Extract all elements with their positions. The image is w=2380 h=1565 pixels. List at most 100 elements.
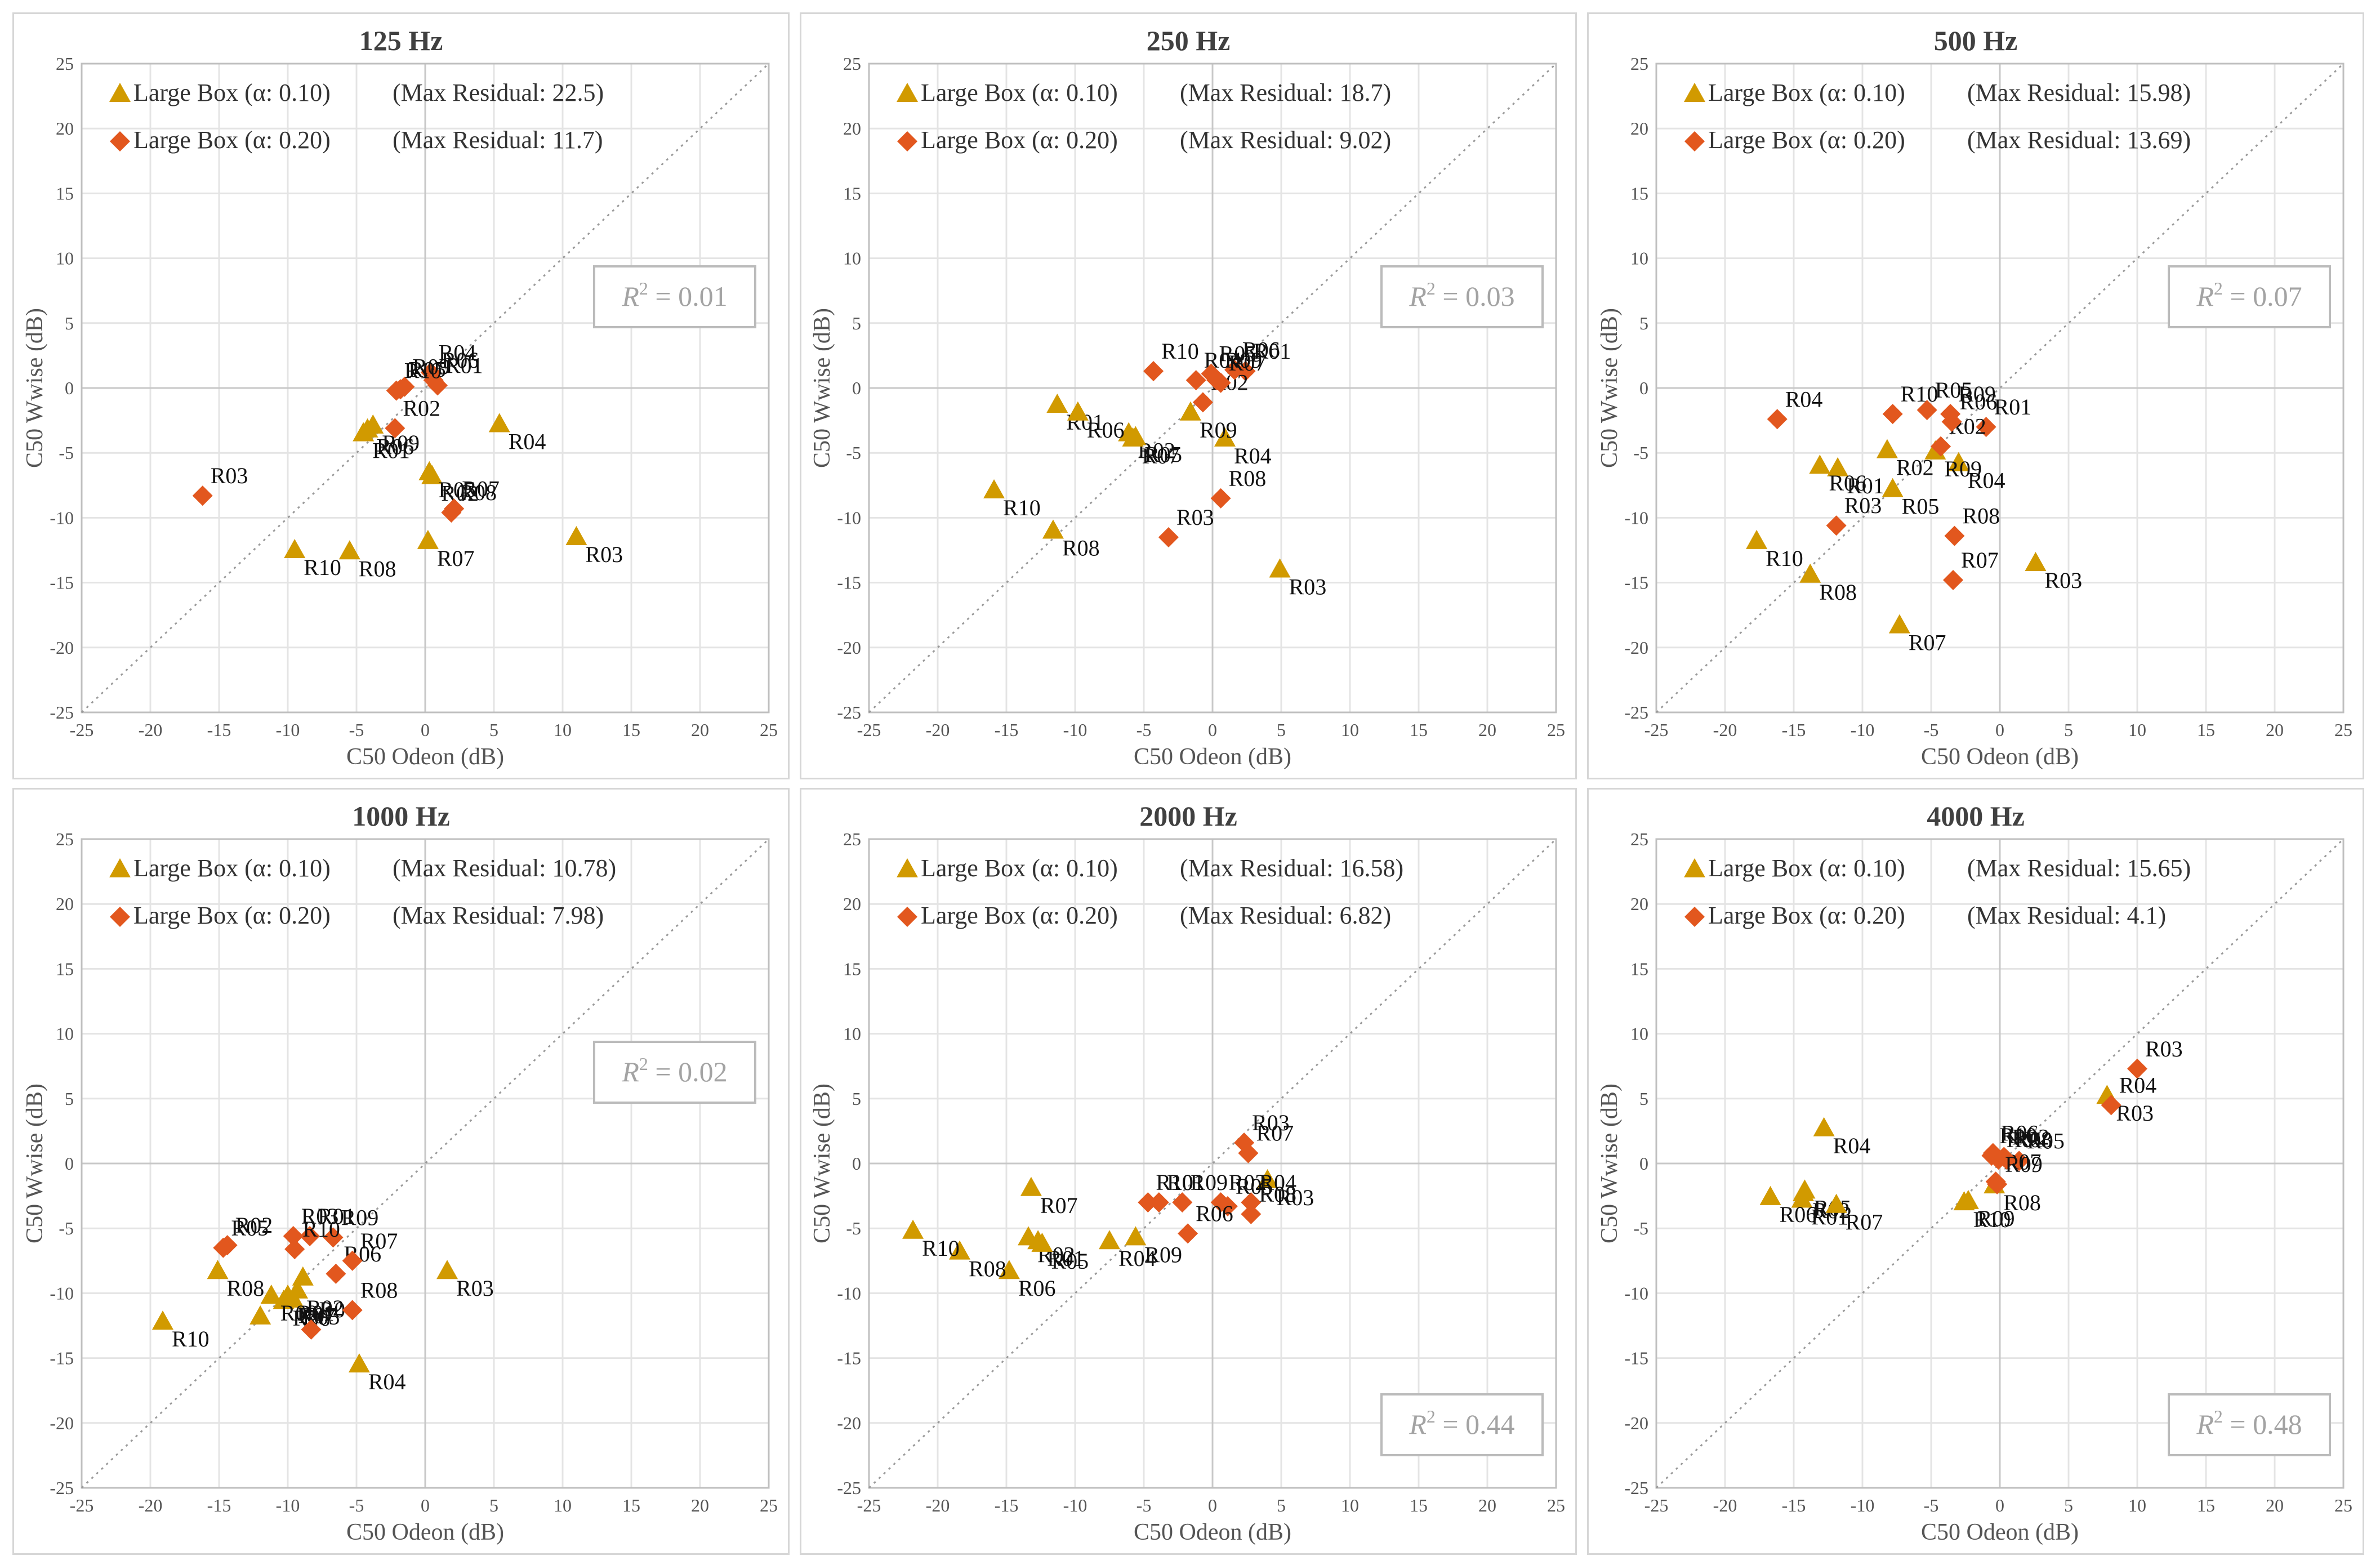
point-label: R10: [302, 1216, 340, 1242]
y-axis-label: C50 Wwise (dB): [809, 308, 835, 468]
point-label: R09: [1977, 1206, 2015, 1231]
y-tick-label: 10: [56, 1024, 74, 1044]
r-squared-box: [1380, 1393, 1544, 1456]
data-point: [1179, 401, 1201, 421]
data-point: [151, 1310, 173, 1330]
data-point: [1943, 569, 1964, 590]
data-point: [207, 1260, 229, 1279]
legend-triangle-icon: [109, 858, 131, 877]
data-point: [1767, 409, 1788, 430]
point-label: R03: [1844, 493, 1882, 518]
point-label: R04: [368, 1369, 406, 1394]
point-label: R09: [1144, 1242, 1182, 1267]
data-point: [1158, 527, 1179, 547]
data-point: [1825, 1193, 1847, 1213]
y-tick-label: 10: [843, 1024, 861, 1044]
legend-max-residual: (Max Residual: 10.78): [393, 854, 616, 882]
x-tick-label: 20: [691, 1495, 709, 1515]
point-label: R01: [297, 1300, 335, 1326]
plot-border: [868, 63, 1557, 714]
point-label: R07: [360, 1228, 398, 1254]
point-label: R07: [437, 546, 475, 571]
x-tick-label: 20: [2266, 720, 2284, 740]
x-tick-label: 15: [1410, 1495, 1428, 1515]
data-point: [1746, 529, 1768, 549]
x-tick-label: 15: [622, 1495, 640, 1515]
scatter-plot: -25-25 -20 -20 -15 -15 -10 -10 -5 -5 0 0 5 5 10 10 15 15…: [809, 25, 1565, 770]
point-label: R07: [1846, 1210, 1883, 1235]
point-label: R09: [1224, 347, 1262, 373]
x-tick-label: -5: [1924, 720, 1939, 740]
scatter-plot: -25-25 -20 -20 -15 -15 -10 -10 -5 -5 0 0 5 5 10 10 15 15…: [22, 25, 778, 770]
legend-series-name: Large Box (α: 0.10): [921, 854, 1118, 882]
x-tick-label: -15: [1782, 1495, 1806, 1515]
data-point: [488, 413, 510, 433]
legend-diamond-icon: [110, 907, 130, 927]
point-label: R04: [1259, 1170, 1296, 1195]
legend-max-residual: (Max Residual: 16.58): [1180, 854, 1403, 882]
point-label: R05: [1219, 341, 1257, 367]
data-point: [342, 1250, 363, 1271]
data-point: [342, 1300, 363, 1321]
x-tick-label: -25: [1644, 720, 1669, 740]
legend-series-name: Large Box (α: 0.10): [1708, 854, 1905, 882]
x-tick-label: 0: [1995, 1495, 2004, 1515]
y-tick-label: 25: [1630, 53, 1648, 74]
data-point: [1809, 454, 1831, 474]
data-point: [902, 1219, 924, 1239]
x-tick-label: 25: [1547, 1495, 1565, 1515]
scatter-plot: -25-25 -20 -20 -15 -15 -10 -10 -5 -5 0 0 5 5 10 10 15 15…: [1597, 800, 2352, 1545]
x-tick-label: 5: [1277, 720, 1286, 740]
y-tick-label: 20: [843, 894, 861, 914]
data-point: [1122, 427, 1144, 447]
data-point: [1947, 452, 1969, 471]
y-tick-label: 15: [843, 183, 861, 203]
point-label: R10: [1156, 1170, 1193, 1195]
y-tick-label: 20: [56, 894, 74, 914]
data-point: [1987, 1174, 2008, 1194]
legend-diamond-icon: [897, 907, 917, 927]
data-point: [1210, 488, 1231, 509]
point-label: R03: [1277, 1185, 1314, 1210]
point-label: R08: [1259, 1181, 1296, 1207]
r-squared-value: 0.03: [1465, 280, 1515, 312]
point-label: R04: [439, 340, 476, 365]
y-tick-label: 25: [843, 53, 861, 74]
x-axis-label: C50 Odeon (dB): [346, 1519, 504, 1545]
x-tick-label: 5: [1277, 1495, 1286, 1515]
x-tick-label: -20: [926, 1495, 950, 1515]
point-label: R07: [1909, 630, 1946, 656]
x-tick-label: 10: [2128, 1495, 2146, 1515]
point-label: R05: [2027, 1128, 2065, 1153]
y-tick-label: 5: [1639, 1089, 1648, 1109]
legend-series-name: Large Box (α: 0.10): [921, 79, 1118, 106]
y-tick-label: 25: [843, 829, 861, 849]
point-label: R09: [412, 354, 450, 380]
y-axis-label: C50 Wwise (dB): [22, 308, 48, 468]
data-point: [1148, 1192, 1169, 1213]
point-label: R06: [1018, 1276, 1056, 1301]
chart-panel: -25 -25 -20 -20 -15 -15 -10 -10 -5 -5 0 0 5 5 10 10 15 15…: [12, 12, 790, 779]
legend-diamond-icon: [1684, 907, 1705, 927]
y-tick-label: 25: [56, 829, 74, 849]
point-label: R08: [1962, 503, 2000, 529]
point-label: R10: [404, 358, 442, 384]
data-point: [1269, 558, 1291, 578]
x-tick-label: 15: [1410, 720, 1428, 740]
data-point: [260, 1285, 282, 1304]
point-label: R03: [1252, 1110, 1290, 1135]
data-point: [278, 1287, 300, 1307]
r-squared-value: 0.48: [2253, 1408, 2302, 1440]
data-point: [348, 1353, 370, 1373]
legend-max-residual: (Max Residual: 22.5): [393, 79, 604, 106]
x-tick-label: 20: [691, 720, 709, 740]
data-point: [1201, 363, 1222, 384]
point-label: R03: [2145, 1036, 2183, 1062]
data-point: [1799, 563, 1821, 583]
legend-triangle-icon: [1684, 858, 1705, 877]
point-label: R10: [1003, 495, 1041, 520]
point-label: R08: [360, 1277, 398, 1303]
